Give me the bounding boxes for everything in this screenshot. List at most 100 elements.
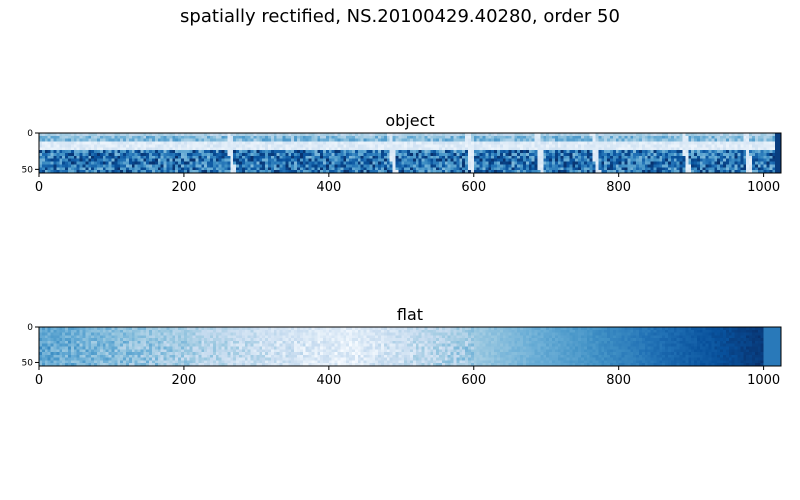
heatmap-cell [349,138,353,142]
heatmap-cell [456,329,460,333]
heatmap-cell [725,327,730,331]
heatmap-cell [218,164,222,168]
heatmap-cell [412,335,417,339]
heatmap-cell [244,327,249,331]
heatmap-cell [343,340,347,345]
heatmap-cell [111,340,115,345]
heatmap-cell [441,155,446,160]
heatmap-cell [754,153,759,157]
heatmap-cell [453,147,457,151]
heatmap-cell [412,141,417,145]
heatmap-cell [433,138,437,142]
heatmap-cell [615,332,620,336]
heatmap-cell [238,147,243,151]
heatmap-cell [505,335,509,339]
heatmap-cell [233,170,237,174]
heatmap-cell [696,158,701,162]
heatmap-cell [296,329,301,333]
heatmap-cell [308,144,312,148]
heatmap-cell [383,158,388,162]
heatmap-cell [41,170,46,174]
heatmap-cell [381,335,385,339]
heatmap-cell [763,170,767,174]
heatmap-cell [102,329,107,333]
heatmap-cell [467,153,472,157]
heatmap-cell [331,144,336,148]
heatmap-cell [273,164,278,168]
heatmap-cell [630,155,634,160]
heatmap-cell [557,133,562,137]
heatmap-cell [624,135,628,140]
heatmap-cell [740,141,744,145]
heatmap-cell [285,164,289,168]
heatmap-cell [201,164,205,168]
heatmap-cell [534,327,538,331]
heatmap-cell [470,155,475,160]
heatmap-cell [665,133,669,137]
heatmap-cell [499,144,504,148]
heatmap-cell [775,138,779,142]
heatmap-cell [195,338,199,342]
heatmap-cell [769,141,773,145]
heatmap-cell [94,147,98,151]
heatmap-cell [308,335,312,339]
heatmap-cell [746,138,750,142]
heatmap-cell [204,135,208,140]
heatmap-cell [88,135,92,140]
heatmap-cell [410,155,414,160]
heatmap-cell [520,170,524,174]
heatmap-cell [749,158,753,162]
heatmap-cell [763,138,767,142]
heatmap-cell [99,133,104,137]
heatmap-cell [62,153,66,157]
heatmap-cell [508,150,512,154]
heatmap-cell [125,135,130,140]
heatmap-cell [578,153,582,157]
heatmap-cell [494,150,498,154]
heatmap-cell [662,170,666,174]
heatmap-cell [482,150,486,154]
heatmap-cell [615,329,620,333]
heatmap-cell [212,135,217,140]
heatmap-cell [447,133,451,137]
heatmap-cell [70,133,75,137]
heatmap-cell [412,170,417,174]
heatmap-cell [749,167,753,171]
heatmap-cell [598,144,602,148]
heatmap-cell [479,155,483,160]
heatmap-cell [772,332,776,336]
heatmap-cell [688,170,692,174]
heatmap-cell [470,335,475,339]
heatmap-cell [607,147,611,151]
heatmap-cell [479,135,483,140]
heatmap-cell [105,153,109,157]
heatmap-cell [178,135,182,140]
heatmap-cell [123,138,127,142]
heatmap-cell [766,167,770,171]
heatmap-cell [557,138,562,142]
heatmap-cell [172,161,176,165]
heatmap-cell [389,141,394,145]
heatmap-cell [708,170,712,174]
heatmap-cell [752,150,756,154]
heatmap-cell [227,335,231,339]
heatmap-cell [212,327,217,331]
heatmap-cell [766,164,770,168]
heatmap-cell [65,141,69,145]
heatmap-cell [769,335,773,339]
heatmap-cell [676,133,680,137]
heatmap-cell [775,141,779,145]
heatmap-cell [154,335,159,339]
heatmap-cell [491,153,495,157]
heatmap-cell [456,138,460,142]
heatmap-cell [41,161,46,165]
heatmap-cell [641,167,646,171]
heatmap-cell [627,147,631,151]
heatmap-cell [183,170,188,174]
heatmap-cell [305,150,309,154]
heatmap-cell [175,147,179,151]
heatmap-cell [502,133,507,137]
heatmap-cell [163,141,167,145]
heatmap-cell [117,138,121,142]
heatmap-cell [195,133,199,137]
